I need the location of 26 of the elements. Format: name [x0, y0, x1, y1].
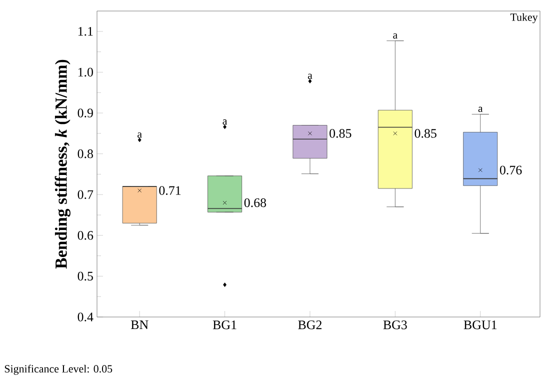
y-tick-label: 0.7: [78, 190, 94, 200]
y-tick-label: 0.6: [78, 231, 94, 240]
annotation: 0.68: [244, 198, 266, 208]
annotation: 0.76: [500, 166, 522, 175]
y-tick-label: 1.1: [78, 27, 93, 36]
annotation: a: [478, 106, 483, 112]
annotation: a: [138, 132, 142, 138]
y-tick-label: 1.0: [78, 68, 93, 77]
y-tick-label: 0.8: [78, 149, 93, 158]
x-tick-label: BG3: [383, 320, 407, 330]
x-tick-label: BN: [130, 320, 148, 330]
x-tick-label: BG1: [212, 320, 236, 330]
annotation: a: [222, 119, 228, 125]
y-tick-label: 0.9: [78, 108, 93, 118]
x-tick-label: BG2: [298, 320, 322, 330]
annotation: 0.85: [414, 129, 436, 138]
y-tick-label: 0.4: [78, 312, 94, 322]
annotation: 0.71: [159, 186, 181, 195]
annotation: 0.85: [330, 129, 352, 138]
x-tick-label: BGU1: [464, 320, 497, 330]
y-tick-label: 0.5: [78, 272, 93, 281]
annotation: a: [393, 33, 398, 39]
annotation: Tukey: [510, 13, 538, 24]
text: Significance Level: 0.05: [4, 364, 112, 375]
annotation: a: [308, 74, 312, 79]
y-axis-title: Bending stiffness, k (kN/mm): [54, 60, 70, 269]
